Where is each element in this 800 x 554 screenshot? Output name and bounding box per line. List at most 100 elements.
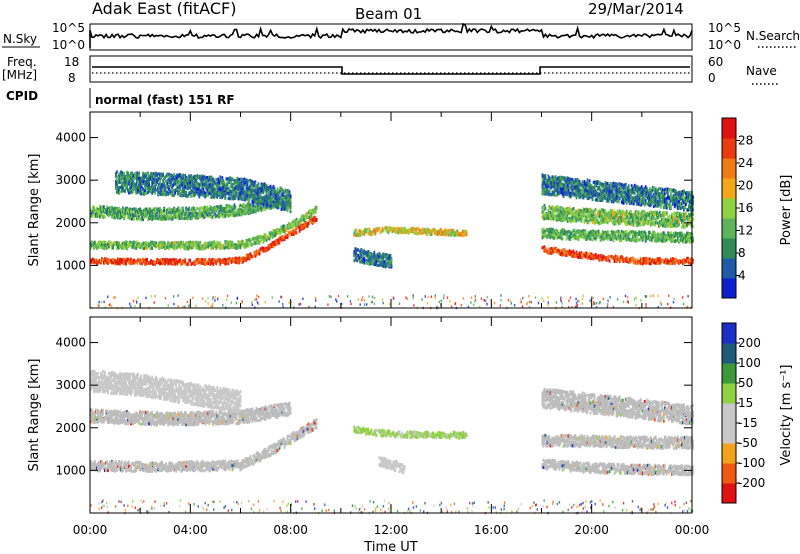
scatter-pixel — [253, 236, 256, 240]
scatter-pixel — [282, 193, 285, 197]
scatter-pixel — [278, 236, 281, 240]
scatter-pixel — [101, 207, 103, 211]
scatter-pixel — [190, 215, 193, 219]
scatter-pixel — [291, 225, 294, 229]
scatter-pixel — [198, 245, 201, 249]
scatter-pixel — [184, 185, 187, 189]
scatter-pixel — [132, 207, 134, 211]
scatter-pixel — [180, 261, 183, 265]
scatter-pixel — [170, 207, 173, 212]
scatter-pixel — [177, 206, 180, 210]
scatter-pixel — [279, 228, 282, 232]
scatter-pixel — [244, 256, 247, 260]
scatter-pixel — [162, 245, 164, 249]
scatter-pixel — [249, 242, 252, 246]
scatter-pixel — [186, 262, 189, 266]
scatter-pixel — [113, 208, 115, 212]
scatter-pixel — [250, 210, 253, 214]
scatter-pixel — [248, 254, 251, 259]
scatter-pixel — [92, 257, 94, 261]
scatter-pixel — [382, 228, 385, 232]
scatter-pixel — [284, 188, 287, 192]
scatter-pixel — [311, 218, 314, 222]
scatter-pixel — [211, 243, 214, 247]
cpid-label: CPID — [6, 89, 38, 103]
scatter-pixel — [224, 245, 227, 249]
scatter-pixel — [230, 209, 233, 213]
scatter-pixel — [125, 262, 127, 266]
scatter-pixel — [217, 205, 220, 209]
scatter-pixel — [144, 214, 146, 218]
scatter-pixel — [201, 258, 204, 262]
scatter-pixel — [191, 261, 194, 266]
scatter-pixel — [153, 260, 155, 264]
scatter-pixel — [146, 262, 148, 266]
scatter-pixel — [134, 207, 136, 211]
scatter-pixel — [104, 257, 106, 261]
scatter-pixel — [465, 232, 468, 237]
scatter-pixel — [91, 244, 93, 248]
scatter-pixel — [106, 243, 108, 247]
scatter-pixel — [157, 172, 159, 176]
scatter-pixel — [223, 246, 226, 250]
scatter-pixel — [554, 235, 557, 239]
scatter-pixel — [264, 249, 267, 253]
scatter-pixel — [166, 258, 169, 262]
scatter-pixel — [98, 209, 100, 213]
scatter-pixel — [275, 239, 278, 243]
scatter-pixel — [148, 216, 150, 220]
scatter-pixel — [116, 246, 118, 251]
scatter-pixel — [265, 193, 268, 197]
scatter-pixel — [165, 260, 168, 264]
scatter-pixel — [139, 208, 141, 212]
scatter-pixel — [660, 258, 663, 263]
scatter-pixel — [158, 241, 160, 245]
scatter-pixel — [153, 207, 155, 211]
scatter-pixel — [608, 259, 611, 263]
scatter-pixel — [269, 232, 272, 236]
scatter-pixel — [133, 217, 135, 221]
scatter-pixel — [222, 259, 225, 263]
scatter-pixel — [205, 244, 208, 248]
scatter-pixel — [191, 215, 194, 219]
scatter-pixel — [262, 249, 265, 253]
scatter-pixel — [215, 245, 218, 249]
scatter-pixel — [217, 212, 220, 216]
scatter-pixel — [191, 246, 194, 250]
scatter-pixel — [197, 214, 200, 218]
scatter-pixel — [314, 218, 317, 222]
scatter-pixel — [213, 258, 216, 262]
scatter-pixel — [190, 174, 193, 178]
scatter-pixel — [168, 211, 171, 215]
nave-label: Nave — [746, 64, 777, 78]
scatter-pixel — [268, 237, 271, 241]
scatter-pixel — [153, 209, 155, 213]
scatter-pixel — [114, 262, 116, 266]
scatter-pixel — [286, 235, 289, 240]
scatter-pixel — [270, 245, 273, 249]
scatter-pixel — [145, 214, 147, 218]
scatter-pixel — [570, 231, 573, 235]
scatter-pixel — [220, 204, 223, 208]
scatter-pixel — [141, 216, 143, 220]
scatter-pixel — [231, 178, 234, 182]
scatter-pixel — [292, 232, 295, 236]
scatter-pixel — [220, 206, 223, 210]
scatter-pixel — [176, 213, 179, 217]
scatter-pixel — [237, 245, 240, 249]
scatter-pixel — [184, 258, 187, 262]
scatter-pixel — [125, 240, 127, 244]
scatter-pixel — [293, 231, 296, 235]
scatter-pixel — [147, 261, 149, 265]
scatter-pixel — [143, 208, 145, 213]
scatter-pixel — [203, 262, 206, 266]
scatter-pixel — [131, 245, 133, 249]
scatter-pixel — [173, 213, 176, 218]
scatter-pixel — [247, 209, 250, 213]
scatter-pixel — [193, 241, 196, 245]
scatter-pixel — [266, 235, 269, 239]
scatter-pixel — [174, 213, 177, 217]
scatter-pixel — [314, 216, 317, 220]
scatter-pixel — [281, 225, 284, 229]
